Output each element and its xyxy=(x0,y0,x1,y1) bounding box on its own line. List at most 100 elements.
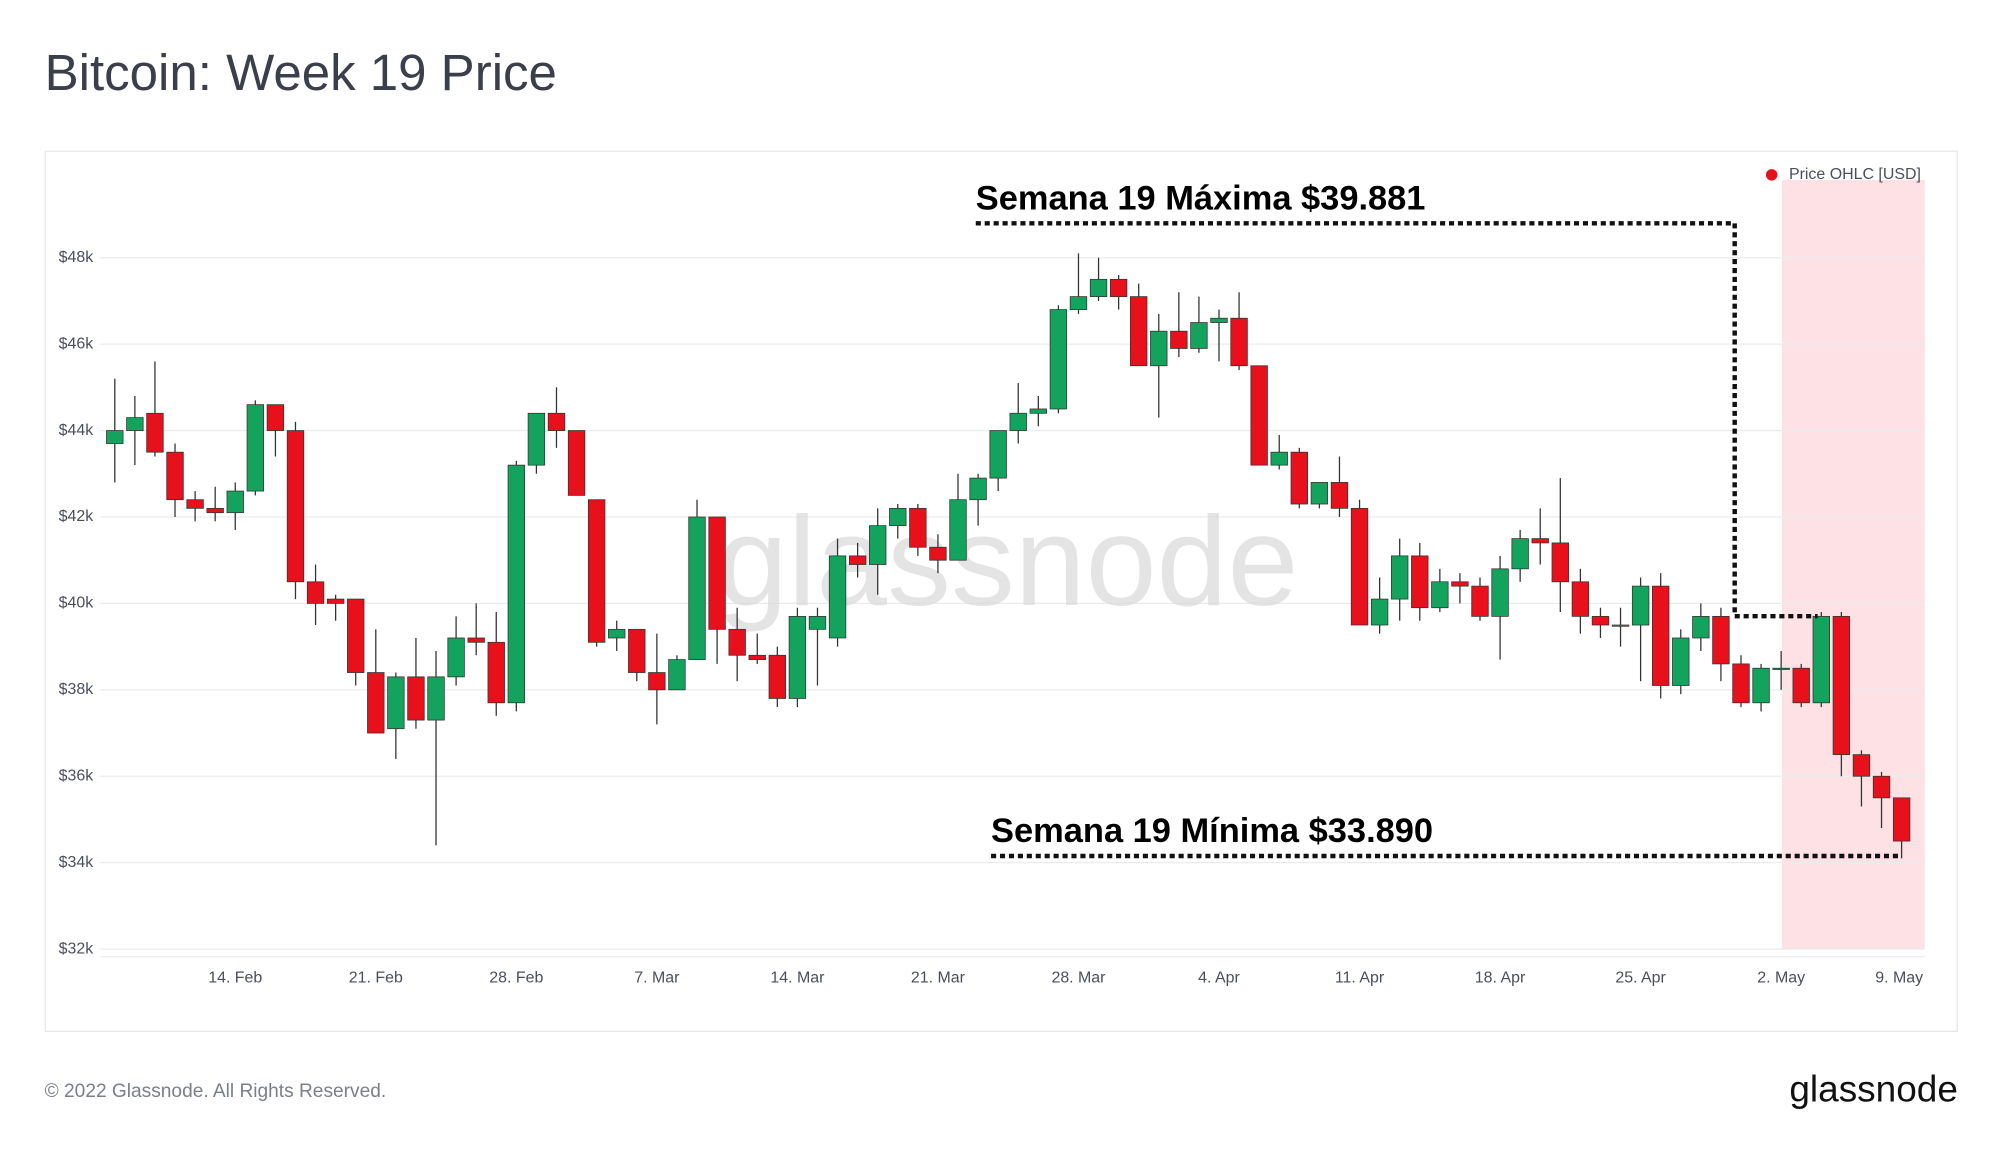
candle-body xyxy=(1551,542,1569,583)
candles xyxy=(106,253,1911,859)
candle-body xyxy=(427,676,445,721)
page-title: Bitcoin: Week 19 Price xyxy=(45,44,557,101)
legend-label: Price OHLC [USD] xyxy=(1789,166,1921,183)
candle-body xyxy=(1652,585,1670,686)
candle-body xyxy=(909,507,927,548)
candle-body xyxy=(1892,797,1911,842)
candle-body xyxy=(447,637,465,678)
y-tick-label: $40k xyxy=(59,595,94,612)
candle-body xyxy=(1732,663,1750,704)
candle-body xyxy=(1391,555,1409,600)
y-tick-label: $44k xyxy=(59,422,94,439)
candle-body xyxy=(748,654,766,660)
candle-body xyxy=(286,430,305,583)
candle-body xyxy=(367,672,385,734)
candle-body xyxy=(266,404,285,431)
y-tick-label: $34k xyxy=(59,854,94,871)
candle-body xyxy=(1832,615,1851,756)
candle-body xyxy=(1210,317,1228,323)
y-tick-label: $46k xyxy=(59,335,94,352)
candle-body xyxy=(467,637,485,643)
candle-body xyxy=(186,499,204,509)
candle-body xyxy=(1029,408,1047,414)
watermark: glassnode xyxy=(717,491,1299,633)
candle-body xyxy=(166,451,184,501)
candle-body xyxy=(1250,365,1268,466)
candle-body xyxy=(1170,330,1188,349)
candle-body xyxy=(708,516,726,630)
candle-body xyxy=(688,516,706,660)
y-tick-label: $38k xyxy=(59,681,94,698)
candle-body xyxy=(628,628,646,673)
candle-body xyxy=(206,507,224,514)
candle-body xyxy=(1290,451,1308,505)
candle-body xyxy=(1852,754,1871,777)
candle-body xyxy=(768,654,786,699)
candle-body xyxy=(347,598,365,673)
candle-body xyxy=(106,430,124,444)
candle-body xyxy=(1330,482,1349,509)
x-tick-label: 14. Mar xyxy=(770,970,825,987)
candle-body xyxy=(728,628,746,656)
candle-body xyxy=(1772,667,1790,670)
y-tick-label: $32k xyxy=(59,940,94,957)
candle-body xyxy=(1150,330,1168,367)
candle-body xyxy=(126,417,144,431)
annotation-max: Semana 19 Máxima $39.881 xyxy=(976,179,1426,217)
candle-body xyxy=(1812,615,1830,704)
candle-body xyxy=(1451,581,1469,587)
annotation-min: Semana 19 Mínima $33.890 xyxy=(991,812,1433,850)
candle-body xyxy=(1712,615,1730,665)
x-tick-label: 2. May xyxy=(1757,970,1805,987)
candle-body xyxy=(969,477,987,501)
candle-body xyxy=(306,581,325,604)
candle-body xyxy=(567,430,586,496)
candle-body xyxy=(1130,296,1148,367)
grid: $32k $34k $36k $38k $40k $42k $44k $46k $48k 14. … xyxy=(59,249,1925,987)
candle-body xyxy=(1752,667,1770,704)
candle-body xyxy=(1631,585,1650,626)
candle-body xyxy=(788,615,807,699)
candle-body xyxy=(146,412,164,453)
y-tick-label: $36k xyxy=(59,767,94,784)
candle-body xyxy=(1089,278,1108,298)
candle-body xyxy=(1049,309,1068,410)
candle-body xyxy=(1310,482,1329,505)
candle-body xyxy=(1611,624,1630,627)
candle-body xyxy=(828,555,847,639)
x-tick-label: 28. Mar xyxy=(1051,970,1106,987)
x-tick-label: 25. Apr xyxy=(1615,970,1666,987)
candle-body xyxy=(1190,322,1208,349)
candle-body xyxy=(668,659,686,691)
candle-body xyxy=(1591,615,1610,626)
candle-body xyxy=(1511,538,1529,570)
candle-body xyxy=(1411,555,1429,609)
candle-body xyxy=(507,464,525,704)
x-tick-label: 14. Feb xyxy=(208,970,262,987)
candle-body xyxy=(547,412,566,431)
candle-body xyxy=(608,628,626,639)
candle-body xyxy=(226,490,244,514)
candle-body xyxy=(1350,507,1369,626)
x-tick-label: 21. Mar xyxy=(911,970,966,987)
legend-marker xyxy=(1765,169,1778,181)
candle-body xyxy=(487,641,505,704)
x-tick-label: 7. Mar xyxy=(634,970,680,987)
candle-body xyxy=(587,499,606,643)
candle-body xyxy=(808,615,827,630)
candle-body xyxy=(326,598,345,604)
candle-body xyxy=(1471,585,1489,617)
candle-body xyxy=(1270,451,1288,466)
candle-body xyxy=(1872,775,1891,799)
y-tick-label: $48k xyxy=(59,249,94,266)
candle-body xyxy=(1230,317,1248,367)
x-tick-label: 21. Feb xyxy=(349,970,403,987)
logo: glassnode xyxy=(1789,1069,1958,1110)
candle-body xyxy=(929,546,947,561)
candle-body xyxy=(1571,581,1590,617)
candle-body xyxy=(848,555,867,565)
candle-body xyxy=(989,430,1007,479)
